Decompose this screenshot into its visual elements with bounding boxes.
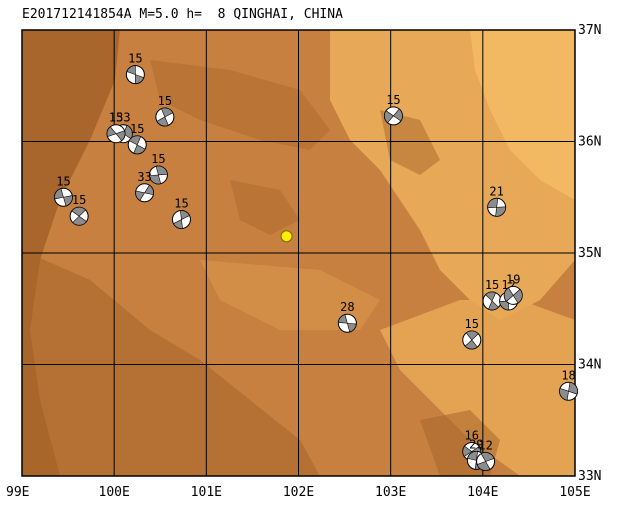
focal-mechanism[interactable]: 33 (135, 170, 155, 203)
lon-tick-label: 99E (6, 485, 29, 500)
lat-lon-grid (21, 29, 576, 477)
depth-label: 33 (116, 111, 130, 125)
beachball-compression (106, 126, 117, 138)
focal-mechanism[interactable]: 18 (559, 368, 579, 401)
focal-mechanism[interactable]: 15 (106, 111, 126, 144)
lat-tick-label: 36N (578, 135, 601, 150)
depth-label: 15 (72, 193, 86, 207)
beachball-compression (512, 288, 523, 304)
beachball-compression (135, 74, 145, 84)
depth-label: 15 (109, 111, 123, 125)
focal-mechanism[interactable]: 15 (171, 197, 191, 230)
beachball-compression (149, 174, 162, 185)
focal-mechanism[interactable]: 15 (482, 278, 502, 311)
beachball-compression (144, 184, 154, 196)
depth-label: 15 (174, 197, 188, 211)
beachball-compression (464, 339, 478, 350)
epicenter-layer (280, 230, 293, 243)
beachball-compression (487, 198, 499, 209)
beachball-compression (384, 110, 394, 124)
depth-label: 15 (130, 122, 144, 136)
focal-mechanism[interactable]: 15 (53, 174, 73, 207)
depth-label: 28 (340, 300, 354, 314)
lon-tick-label: 100E (99, 485, 130, 500)
lat-tick-label: 37N (578, 23, 601, 38)
depth-label: 19 (506, 272, 520, 286)
epicenter-marker[interactable] (280, 230, 293, 243)
beachball-compression (71, 206, 87, 217)
lon-tick-label: 105E (559, 485, 590, 500)
beachball-compression (499, 300, 509, 311)
focal-mechanism[interactable]: 15 (383, 93, 403, 126)
depth-label: 15 (485, 278, 499, 292)
beachball-compression (392, 108, 403, 122)
depth-label: 16 (465, 428, 479, 442)
depth-label: 33 (137, 170, 151, 184)
beachball-compression (467, 451, 478, 461)
depth-label: 29 (469, 437, 483, 451)
depth-label: 15 (386, 93, 400, 107)
focal-mechanism[interactable]: 12 (476, 439, 496, 472)
lon-tick-label: 104E (467, 485, 498, 500)
beachball-compression (487, 300, 499, 311)
beachball-compression (156, 116, 169, 127)
depth-label: 15 (151, 152, 165, 166)
map-frame (21, 29, 576, 477)
axis-labels: 99E 100E 101E 102E 103E 104E 105E 37N 36N 35N 34N 3… (6, 23, 601, 500)
beachball-compression (476, 461, 491, 471)
lon-tick-label: 102E (283, 485, 314, 500)
page-title: E201712141854A M=5.0 h= 8 QINGHAI, CHINA (22, 7, 343, 22)
beachball-compression (128, 135, 142, 146)
beachball-compression (480, 452, 495, 462)
beachball-compression (338, 314, 348, 324)
focal-mechanism[interactable]: 15 (155, 94, 175, 127)
beachball-compression (54, 188, 64, 200)
beachball-compression (568, 382, 578, 395)
depth-label: 15 (56, 174, 70, 188)
beachball-compression (135, 190, 146, 201)
beachball-compression (559, 387, 569, 401)
depth-label: 18 (561, 368, 575, 382)
beachball-compression (180, 210, 190, 221)
depth-label: 15 (465, 317, 479, 331)
depth-label: 15 (158, 94, 172, 108)
beachball-compression (173, 219, 183, 229)
depth-label: 15 (128, 52, 142, 66)
lat-tick-label: 34N (578, 358, 601, 373)
beachball-compression (485, 291, 497, 302)
focal-mechanism[interactable]: 21 (487, 184, 507, 217)
beachball-compression (126, 65, 136, 76)
focal-mechanism[interactable]: 15 (69, 193, 89, 226)
beachball-compression (72, 215, 87, 226)
lat-tick-label: 33N (578, 469, 601, 484)
beachball-compression (63, 195, 73, 207)
beachball-compression (115, 130, 126, 142)
beachball-compression (160, 107, 174, 118)
beachball-compression (495, 206, 506, 217)
focal-mechanism[interactable]: 19 (503, 272, 523, 305)
focal-mechanism[interactable]: 15 (125, 52, 145, 85)
beachball-compression (346, 322, 357, 333)
depth-label: 21 (489, 184, 503, 198)
beachball-compression (503, 287, 514, 302)
beachball-compression (462, 445, 473, 457)
beachball-compression (155, 165, 168, 176)
lon-tick-label: 103E (375, 485, 406, 500)
depth-label: 12 (478, 439, 492, 453)
focal-mechanism[interactable]: 28 (337, 300, 357, 333)
focal-mechanism[interactable]: 15 (127, 122, 147, 155)
focal-mechanism[interactable]: 15 (148, 152, 168, 185)
focal-mechanism[interactable]: 15 (462, 317, 482, 350)
lon-tick-label: 101E (191, 485, 222, 500)
lat-tick-label: 35N (578, 246, 601, 261)
beachball-compression (465, 330, 479, 341)
beachball-compression (133, 144, 146, 155)
